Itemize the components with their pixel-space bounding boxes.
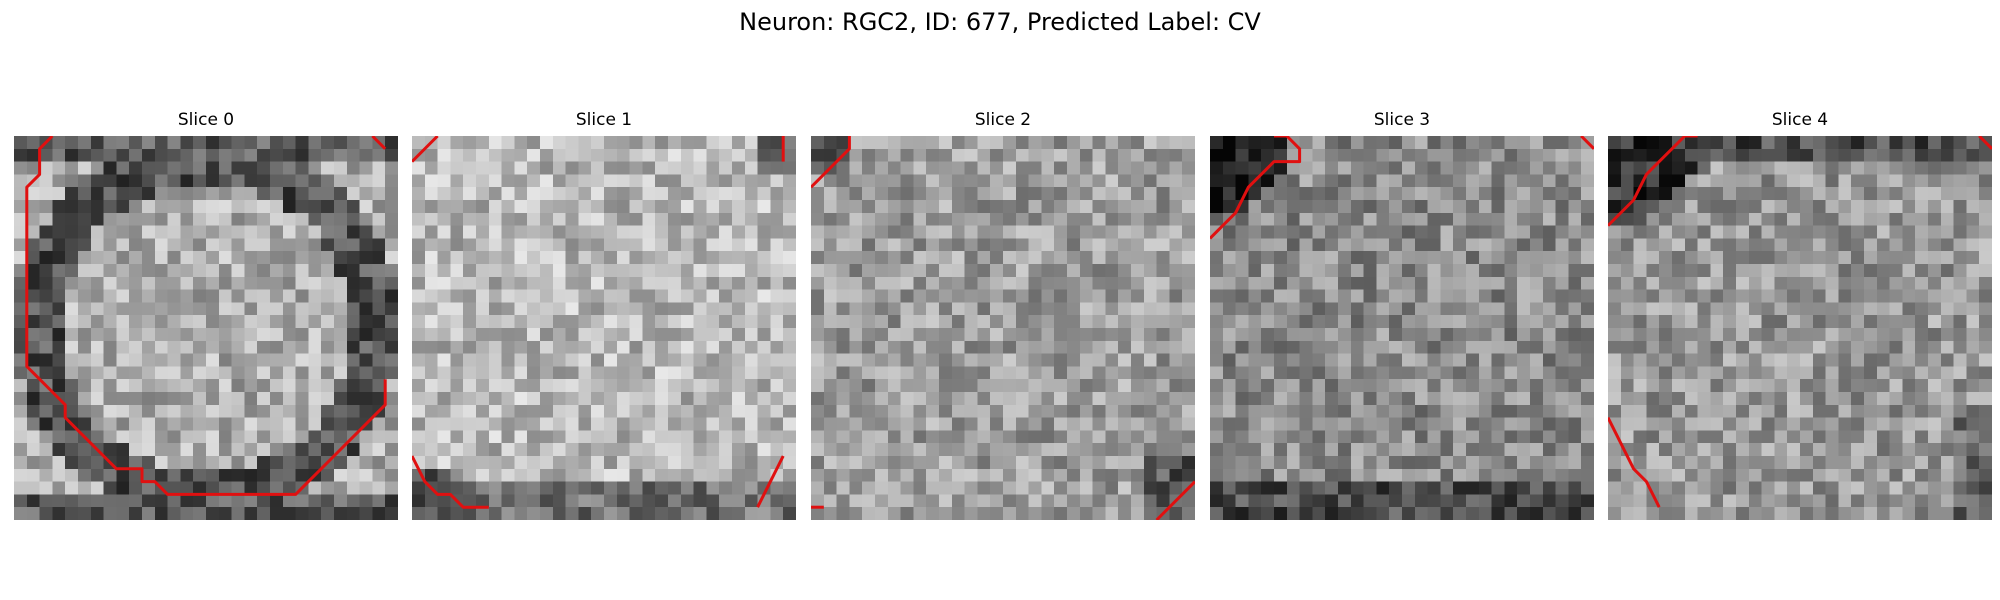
slice-panel-1: Slice 1 (412, 110, 796, 520)
slice-panel-3: Slice 3 (1210, 110, 1594, 520)
slice-panel-2: Slice 2 (811, 110, 1195, 520)
contour-line (412, 136, 439, 163)
slice-title: Slice 4 (1771, 110, 1829, 130)
slice-panel-4: Slice 4 (1608, 110, 1992, 520)
slice-title: Slice 2 (974, 110, 1032, 130)
slice-title: Slice 3 (1373, 110, 1431, 130)
slice-title: Slice 0 (177, 110, 235, 130)
figure-title: Neuron: RGC2, ID: 677, Predicted Label: … (739, 8, 1261, 36)
contour-line (1978, 136, 1992, 150)
contour-line (412, 455, 489, 509)
contour-line (1608, 136, 1698, 227)
slice-image (14, 136, 398, 520)
contour-line (25, 136, 387, 496)
slice-image (412, 136, 796, 520)
contour-line (1155, 480, 1195, 520)
contour-line (811, 136, 851, 189)
contour-line (756, 455, 785, 508)
slice-image (811, 136, 1195, 520)
slice-image (1210, 136, 1594, 520)
slice-title: Slice 1 (575, 110, 633, 130)
slice-panel-0: Slice 0 (14, 110, 398, 520)
contour-line (1210, 136, 1302, 240)
contour-line (371, 136, 387, 150)
slice-image (1608, 136, 1992, 520)
contour-line (1580, 136, 1594, 150)
contour-line (1608, 416, 1661, 508)
